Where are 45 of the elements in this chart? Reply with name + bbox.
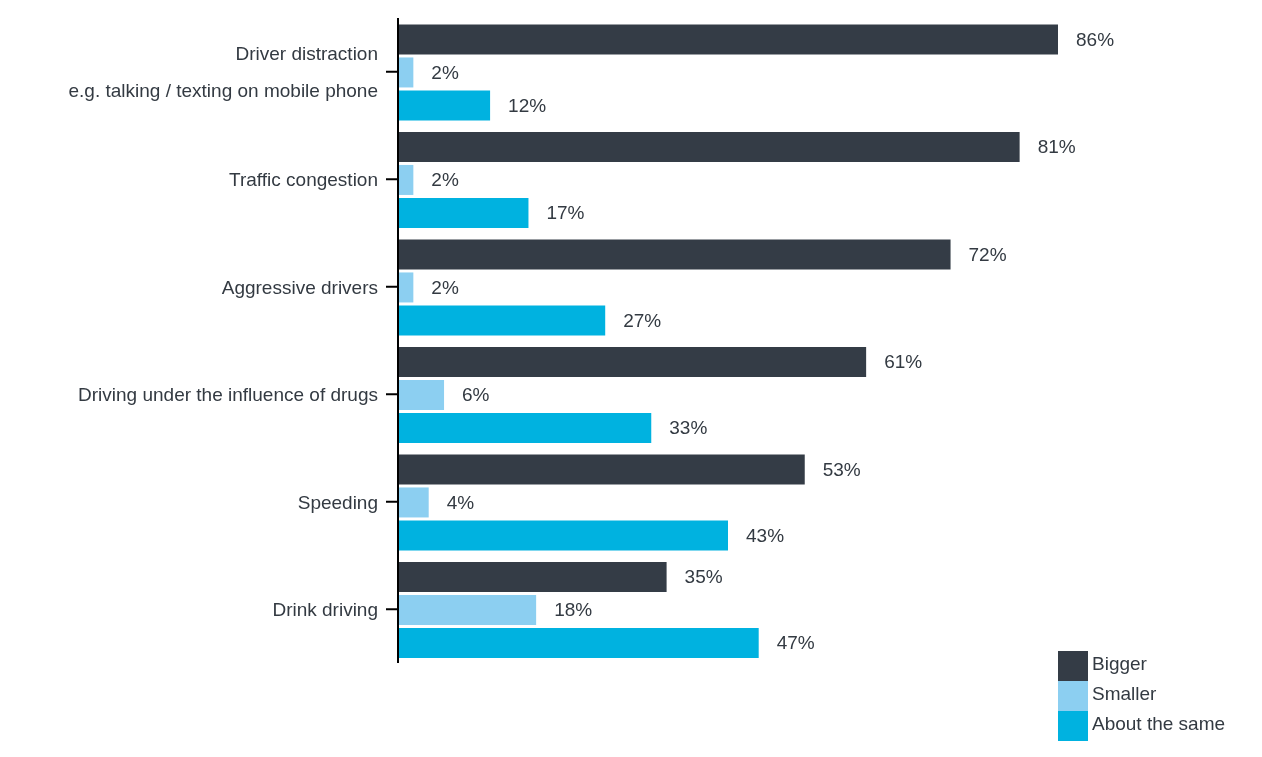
data-label: 4% — [446, 491, 475, 513]
data-label: 81% — [1037, 136, 1076, 158]
bar — [398, 561, 667, 592]
data-label: 47% — [776, 632, 815, 654]
data-label: 86% — [1076, 28, 1115, 50]
legend-label: Smaller — [1092, 683, 1157, 705]
data-label: 72% — [968, 243, 1007, 265]
bar — [398, 305, 606, 336]
bar — [398, 272, 414, 303]
bar — [398, 412, 652, 443]
bar — [398, 57, 414, 88]
data-label: 2% — [431, 276, 459, 298]
data-label: 2% — [431, 61, 459, 83]
bar — [398, 520, 728, 551]
y-tick-label: Aggressive drivers — [221, 276, 378, 298]
data-label: 53% — [822, 458, 861, 480]
data-label: 2% — [431, 169, 459, 191]
y-tick-label: Driver distraction e.g. talking / texting on mobile phone — [68, 42, 378, 101]
y-tick-label: Driving under the influence of drugs — [78, 383, 378, 405]
bar — [398, 164, 414, 195]
legend-label: Bigger — [1092, 653, 1147, 675]
data-label: 17% — [546, 202, 585, 224]
bar — [398, 594, 537, 625]
bar — [398, 131, 1020, 162]
data-label: 61% — [884, 351, 923, 373]
bar — [398, 379, 445, 410]
bar — [398, 24, 1058, 55]
bar — [398, 346, 867, 377]
bar — [398, 487, 429, 518]
data-label: 33% — [669, 417, 708, 439]
data-label: 43% — [746, 524, 785, 546]
data-label: 6% — [462, 384, 490, 406]
data-label: 18% — [554, 599, 593, 621]
y-tick-label: Drink driving — [272, 598, 378, 620]
bar — [398, 90, 491, 121]
bar — [398, 197, 529, 228]
data-label: 27% — [623, 309, 662, 331]
data-label: 12% — [508, 94, 547, 116]
y-tick-label: Traffic congestion — [229, 168, 378, 190]
y-tick-label: Speeding — [297, 491, 378, 513]
data-label: 35% — [684, 566, 723, 588]
bar — [398, 454, 805, 485]
bar — [398, 239, 951, 270]
bar — [398, 627, 759, 658]
legend-label: About the same — [1092, 713, 1226, 735]
